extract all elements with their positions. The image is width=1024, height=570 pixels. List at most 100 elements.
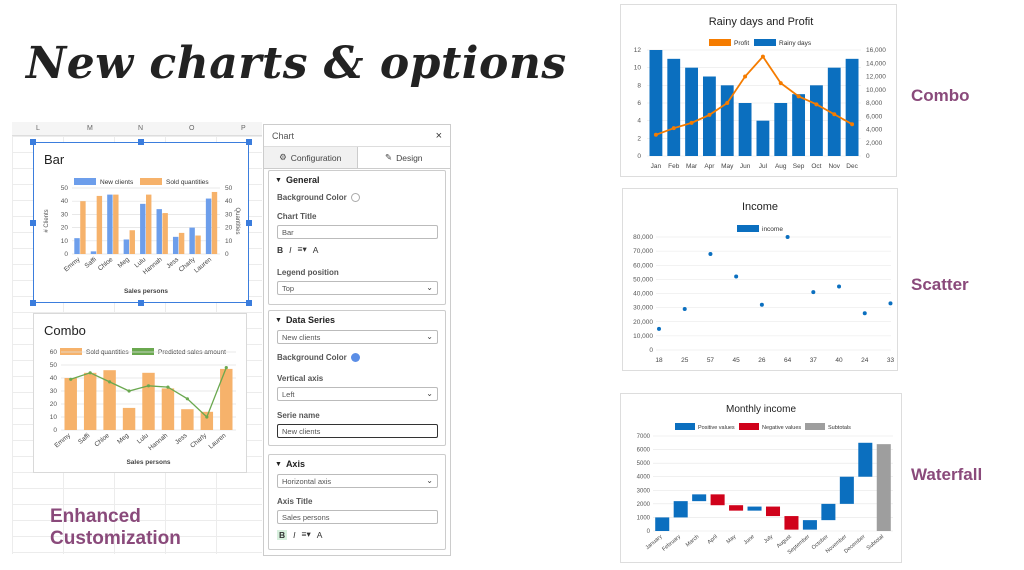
close-icon[interactable]: × — [435, 129, 442, 142]
vertical-axis-select[interactable]: Left ⌄ — [277, 387, 438, 401]
serie-name-input[interactable]: New clients — [277, 424, 438, 438]
bar — [205, 198, 212, 254]
resize-handle[interactable] — [30, 300, 36, 306]
column-header[interactable]: L — [36, 125, 40, 132]
waterfall-chart-card[interactable]: Monthly income Positive values Negative va… — [620, 393, 902, 563]
bar — [667, 58, 681, 157]
bar — [122, 407, 136, 430]
legend-label: New clients — [100, 179, 134, 186]
background-color-label: Background Color — [277, 193, 347, 202]
y-tick-label: 6000 — [637, 448, 651, 454]
legend-position-label: Legend position — [277, 268, 339, 277]
x-tick-label: Jun — [740, 163, 751, 170]
x-tick-label: Saffi — [84, 256, 98, 270]
color-picker-icon[interactable] — [350, 193, 360, 203]
axis-title-input[interactable]: Sales persons — [277, 510, 438, 524]
y-tick-label: 8 — [637, 82, 641, 89]
bar — [74, 238, 80, 254]
chevron-down-icon: ⌄ — [426, 332, 433, 341]
resize-handle[interactable] — [138, 300, 144, 306]
y2-tick-label: 10 — [225, 238, 233, 245]
background-color-row: Background Color — [277, 193, 360, 203]
bold-button[interactable]: B — [277, 244, 284, 255]
bar-chart-title: Bar — [44, 152, 65, 167]
y-tick-label: 10 — [50, 414, 58, 421]
column-header[interactable]: N — [138, 125, 144, 132]
serie-name-label: Serie name — [277, 411, 320, 420]
column-header[interactable]: O — [189, 125, 195, 132]
line-point — [146, 384, 151, 388]
waterfall-bar — [747, 506, 762, 511]
legend-label: Sold quantities — [86, 349, 129, 356]
bar-chart-card[interactable]: Bar New clients Sold quantities 0 0 10 10 20 20… — [33, 142, 249, 303]
resize-handle[interactable] — [246, 220, 252, 226]
y2-tick-label: 40 — [225, 198, 233, 205]
x-tick-label: Emmy — [53, 432, 72, 450]
income-chart-card[interactable]: Income income 0 10,000 20,000 30,000 40,000 50,… — [622, 188, 898, 371]
general-section: ▼ General Background Color Chart Title Ba… — [268, 170, 446, 305]
y-tick-label: 20 — [61, 225, 69, 232]
bar — [172, 236, 179, 254]
italic-button[interactable]: I — [289, 244, 292, 255]
bar — [113, 194, 119, 254]
chart-title-label: Chart Title — [277, 212, 317, 221]
bar — [827, 67, 841, 156]
waterfall-bar — [802, 520, 817, 530]
bar — [103, 370, 116, 430]
headline: New charts & options — [26, 38, 567, 89]
resize-handle[interactable] — [30, 220, 36, 226]
waterfall-bar — [655, 517, 670, 531]
align-dropdown[interactable]: ≡▾ — [301, 529, 311, 539]
align-dropdown[interactable]: ≡▾ — [297, 244, 307, 254]
axis-select-value: Horizontal axis — [282, 477, 332, 486]
column-headers: L M N O P — [12, 122, 262, 136]
legend-swatch — [754, 39, 776, 46]
y-tick-label: 40,000 — [633, 291, 653, 298]
y-axis-label: # Clients — [44, 209, 50, 232]
legend-swatch — [709, 39, 731, 46]
combo-chart-card[interactable]: Combo Sold quantities Predicted sales amo… — [33, 313, 247, 473]
scatter-label: Scatter — [911, 275, 969, 294]
waterfall-bar — [876, 444, 891, 531]
panel-title: Chart — [272, 130, 295, 141]
y-tick-label: 50 — [61, 185, 69, 192]
bold-button[interactable]: B — [277, 529, 288, 540]
bar — [220, 368, 233, 430]
color-swatch-icon[interactable] — [350, 353, 360, 363]
spreadsheet[interactable]: L M N O P Bar New clients Sold quantities… — [12, 122, 262, 554]
chart-title-input[interactable]: Bar — [277, 225, 438, 239]
bar — [649, 50, 663, 156]
resize-handle[interactable] — [138, 139, 144, 145]
line-point — [778, 81, 783, 86]
x-tick-label: Apr — [704, 163, 715, 170]
chart-title: Income — [742, 201, 778, 213]
column-header[interactable]: M — [87, 125, 93, 132]
tab-design[interactable]: ✎ Design — [357, 147, 450, 168]
x-tick-label: July — [763, 534, 775, 545]
font-color-button[interactable]: A — [316, 529, 323, 540]
resize-handle[interactable] — [30, 139, 36, 145]
sliders-icon: ⚙ — [279, 152, 287, 162]
italic-button[interactable]: I — [293, 529, 296, 540]
rainy-profit-chart-card[interactable]: Rainy days and Profit Profit Rainy days 0 2 4… — [620, 4, 897, 177]
axis-section-header[interactable]: ▼ Axis — [269, 455, 445, 473]
axis-select[interactable]: Horizontal axis ⌄ — [277, 474, 438, 488]
resize-handle[interactable] — [246, 139, 252, 145]
y-tick-label: 60 — [50, 349, 58, 356]
line-point — [166, 385, 170, 389]
y-tick-label: 0 — [637, 153, 641, 160]
font-color-button[interactable]: A — [312, 244, 319, 255]
legend-swatch — [737, 225, 759, 232]
data-series-select[interactable]: New clients ⌄ — [277, 330, 438, 344]
y-tick-label: 30 — [50, 388, 58, 395]
legend-position-select[interactable]: Top ⌄ — [277, 281, 438, 295]
tab-configuration[interactable]: ⚙ Configuration — [264, 147, 358, 168]
column-header[interactable]: P — [241, 125, 246, 132]
resize-handle[interactable] — [246, 300, 252, 306]
vertical-axis-value: Left — [282, 390, 295, 399]
y-tick-label: 4 — [637, 118, 641, 125]
combo-chart: Sold quantities Predicted sales amount 0 10… — [50, 348, 236, 466]
data-series-section-header[interactable]: ▼ Data Series — [269, 311, 445, 329]
y-tick-label: 0 — [647, 529, 651, 535]
general-section-header[interactable]: ▼ General — [269, 171, 445, 189]
